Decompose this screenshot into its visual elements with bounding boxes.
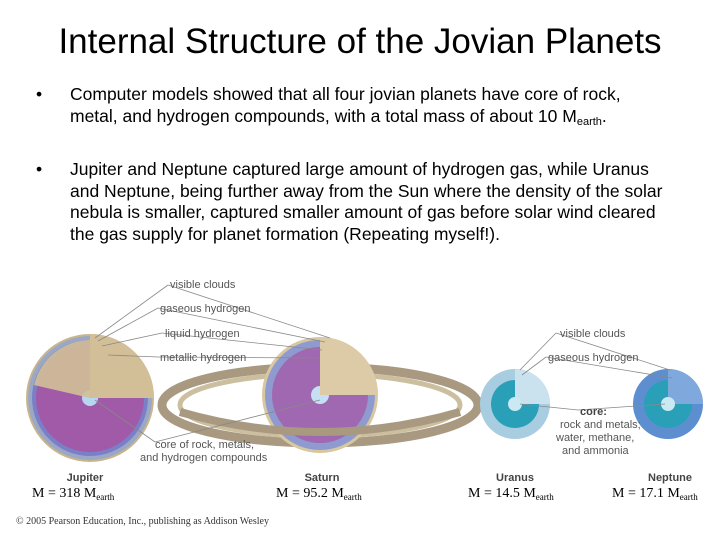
label: metallic hydrogen	[160, 352, 246, 364]
label: gaseous hydrogen	[160, 303, 251, 315]
uranus-illustration	[480, 369, 550, 439]
planet-name: Uranus	[496, 472, 534, 484]
label: core:	[580, 406, 607, 418]
subscript: earth	[679, 492, 698, 502]
planet-name: Saturn	[305, 472, 340, 484]
bullet-text: Computer models showed that all four jov…	[70, 84, 621, 126]
bullet: • Jupiter and Neptune captured large amou…	[36, 159, 663, 244]
neptune-illustration	[633, 369, 703, 439]
mass-text: M = 318 M	[32, 486, 97, 501]
subscript: earth	[96, 492, 115, 502]
label: visible clouds	[170, 279, 236, 291]
jupiter-illustration	[26, 334, 154, 462]
mass-text: M = 95.2 M	[276, 486, 344, 501]
title: Internal Structure of the Jovian Planets	[58, 22, 662, 61]
bullet-text: Jupiter and Neptune captured large amoun…	[70, 159, 663, 244]
label: and hydrogen compounds	[140, 452, 268, 464]
leader-lines	[94, 284, 673, 443]
mass: M = 318 Mearth	[32, 486, 114, 502]
saturn-illustration	[157, 337, 483, 453]
mass: M = 17.1 Mearth	[612, 486, 698, 502]
label: core of rock, metals,	[155, 439, 254, 451]
label: liquid hydrogen	[165, 328, 240, 340]
label: visible clouds	[560, 328, 626, 340]
mass: M = 95.2 Mearth	[276, 486, 362, 502]
copyright: © 2005 Pearson Education, Inc., publishi…	[16, 516, 269, 527]
subscript: earth	[535, 492, 554, 502]
bullet: • Computer models showed that all four jo…	[36, 84, 621, 128]
subscript: earth	[576, 115, 602, 128]
subscript: earth	[343, 492, 362, 502]
planet-name: Jupiter	[67, 472, 104, 484]
label: and ammonia	[562, 445, 630, 457]
mass: M = 14.5 Mearth	[468, 486, 554, 502]
bullet-text: .	[601, 105, 607, 126]
label: gaseous hydrogen	[548, 352, 639, 364]
mass-text: M = 14.5 M	[468, 486, 536, 501]
label: rock and metals;	[560, 419, 641, 431]
label: water, methane,	[555, 432, 634, 444]
mass-text: M = 17.1 M	[612, 486, 680, 501]
planet-name: Neptune	[648, 472, 692, 484]
